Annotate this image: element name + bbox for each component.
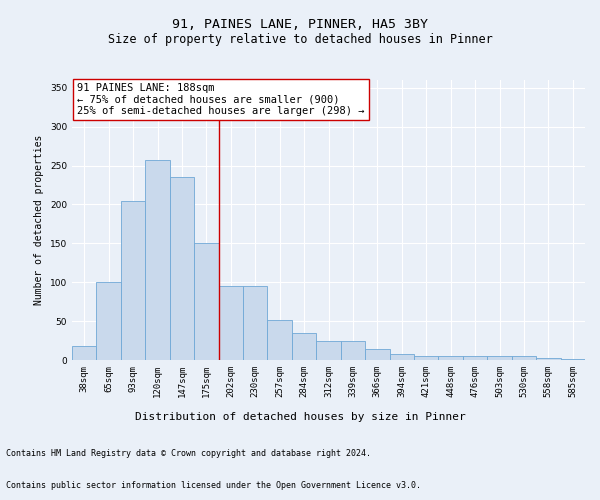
Bar (389, 354, 414, 360)
Bar (414, 356, 439, 360)
Bar (72, 346, 97, 360)
Text: Contains public sector information licensed under the Open Government Licence v3: Contains public sector information licen… (6, 481, 421, 490)
Bar (365, 349, 389, 360)
Bar (487, 356, 512, 360)
Bar (512, 356, 536, 360)
Bar (341, 340, 365, 360)
Bar (439, 356, 463, 360)
Text: Contains HM Land Registry data © Crown copyright and database right 2024.: Contains HM Land Registry data © Crown c… (6, 448, 371, 458)
Bar (121, 200, 145, 360)
Bar (194, 244, 218, 360)
Text: Size of property relative to detached houses in Pinner: Size of property relative to detached ho… (107, 32, 493, 46)
Y-axis label: Number of detached properties: Number of detached properties (34, 135, 44, 305)
Bar (145, 160, 170, 360)
Text: Distribution of detached houses by size in Pinner: Distribution of detached houses by size … (134, 412, 466, 422)
Bar (463, 356, 487, 360)
Bar (536, 358, 560, 360)
Text: 91 PAINES LANE: 188sqm
← 75% of detached houses are smaller (900)
25% of semi-de: 91 PAINES LANE: 188sqm ← 75% of detached… (77, 83, 365, 116)
Bar (218, 286, 243, 360)
Bar (243, 286, 268, 360)
Bar (268, 320, 292, 360)
Bar (170, 177, 194, 360)
Bar (560, 359, 585, 360)
Text: 91, PAINES LANE, PINNER, HA5 3BY: 91, PAINES LANE, PINNER, HA5 3BY (172, 18, 428, 30)
Bar (292, 333, 316, 360)
Bar (316, 340, 341, 360)
Bar (97, 282, 121, 360)
